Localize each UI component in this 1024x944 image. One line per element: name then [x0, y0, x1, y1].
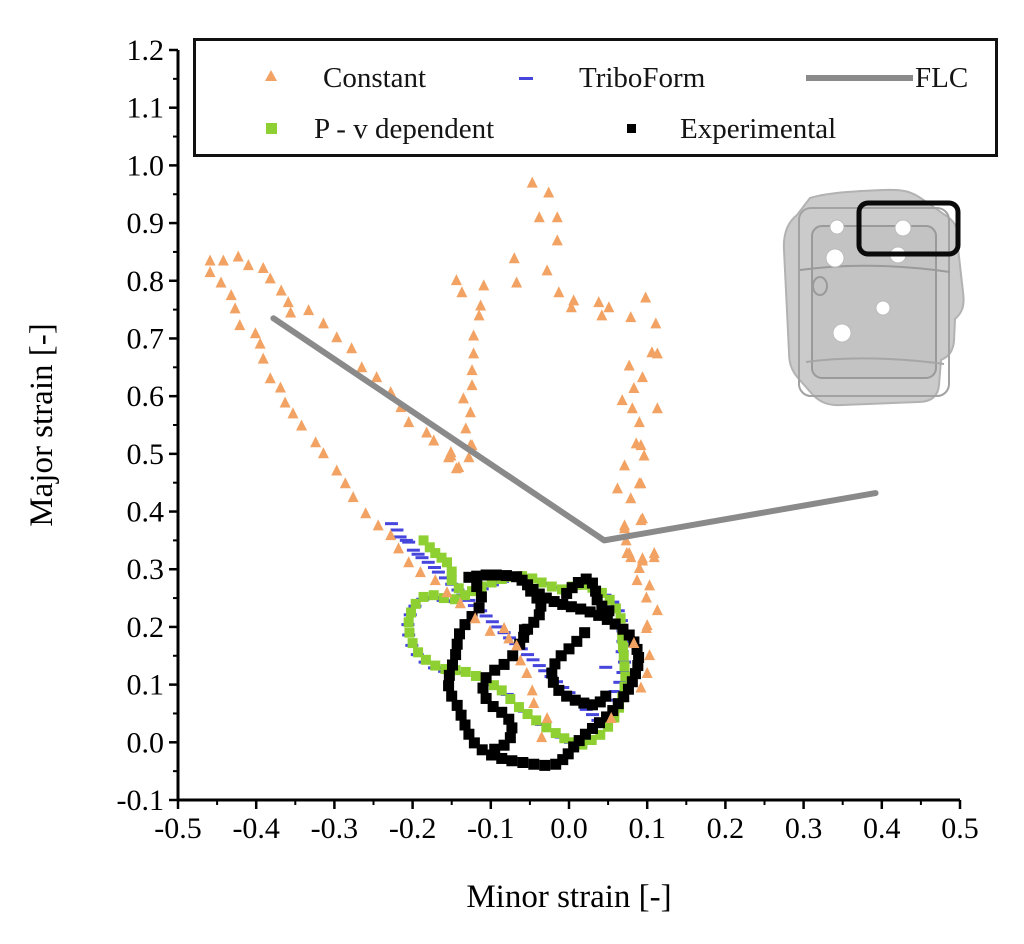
part-detail-oval — [812, 276, 828, 296]
x-axis-title: Minor strain [-] — [466, 879, 671, 915]
y-tick-label: 0.9 — [127, 207, 165, 240]
y-tick-label: 0.6 — [127, 380, 165, 413]
part-inner-panel — [811, 225, 937, 379]
y-tick-label: 1.1 — [127, 92, 165, 125]
y-tick-label: 0.3 — [127, 553, 165, 586]
part-hole — [894, 219, 912, 237]
highlight-box — [856, 200, 961, 257]
x-tick-label: 0.4 — [863, 812, 901, 845]
triboform-marker-icon — [519, 77, 533, 80]
part-crease-line — [799, 264, 951, 273]
legend-label-constant: Constant — [323, 62, 427, 94]
part-inner-rim — [798, 207, 950, 397]
y-tick-label: 0.1 — [127, 669, 165, 702]
x-tick-label: 0.1 — [628, 812, 666, 845]
y-tick-label: 0.0 — [127, 726, 165, 759]
y-tick-label: 0.8 — [127, 265, 165, 298]
part-hole — [832, 323, 852, 343]
y-tick-label: 1.2 — [127, 34, 165, 67]
legend-label-triboform: TriboForm — [579, 62, 706, 94]
legend-box: Constant TriboForm FLC P - v dependent E… — [193, 38, 998, 157]
pv-dependent-marker-icon — [266, 123, 277, 134]
part-photo-inset — [782, 188, 965, 407]
series-experimental — [443, 569, 645, 771]
x-tick-label: -0.2 — [389, 812, 437, 845]
series-flc — [270, 315, 879, 544]
x-tick-label: 0.5 — [941, 812, 979, 845]
x-tick-label: 0.3 — [785, 812, 823, 845]
x-tick-label: -0.4 — [232, 812, 280, 845]
part-hole — [829, 219, 845, 235]
y-axis-title: Major strain [-] — [24, 323, 60, 526]
part-hole — [825, 248, 845, 268]
legend-label-flc: FLC — [915, 62, 969, 94]
y-tick-label: 0.5 — [127, 438, 165, 471]
constant-marker-icon — [265, 70, 277, 81]
legend-label-pv: P - v dependent — [314, 113, 495, 145]
y-tick-label: 0.4 — [127, 496, 165, 529]
part-lower-crease — [805, 357, 945, 365]
x-tick-label: -0.3 — [311, 812, 359, 845]
experimental-marker-icon — [627, 124, 636, 133]
y-tick-label: 0.7 — [127, 322, 165, 355]
x-tick-label: -0.1 — [467, 812, 515, 845]
legend-label-experimental: Experimental — [680, 113, 837, 145]
y-tick-label: 0.2 — [127, 611, 165, 644]
y-tick-label: 1.0 — [127, 149, 165, 182]
axes — [169, 48, 962, 809]
x-tick-label: -0.5 — [154, 812, 202, 845]
part-hole — [875, 300, 891, 316]
x-tick-label: 0.0 — [550, 812, 588, 845]
x-tick-label: 0.2 — [707, 812, 745, 845]
flc-line-icon — [806, 75, 913, 81]
series-constant — [204, 176, 663, 743]
y-tick-label: -0.1 — [117, 784, 165, 817]
